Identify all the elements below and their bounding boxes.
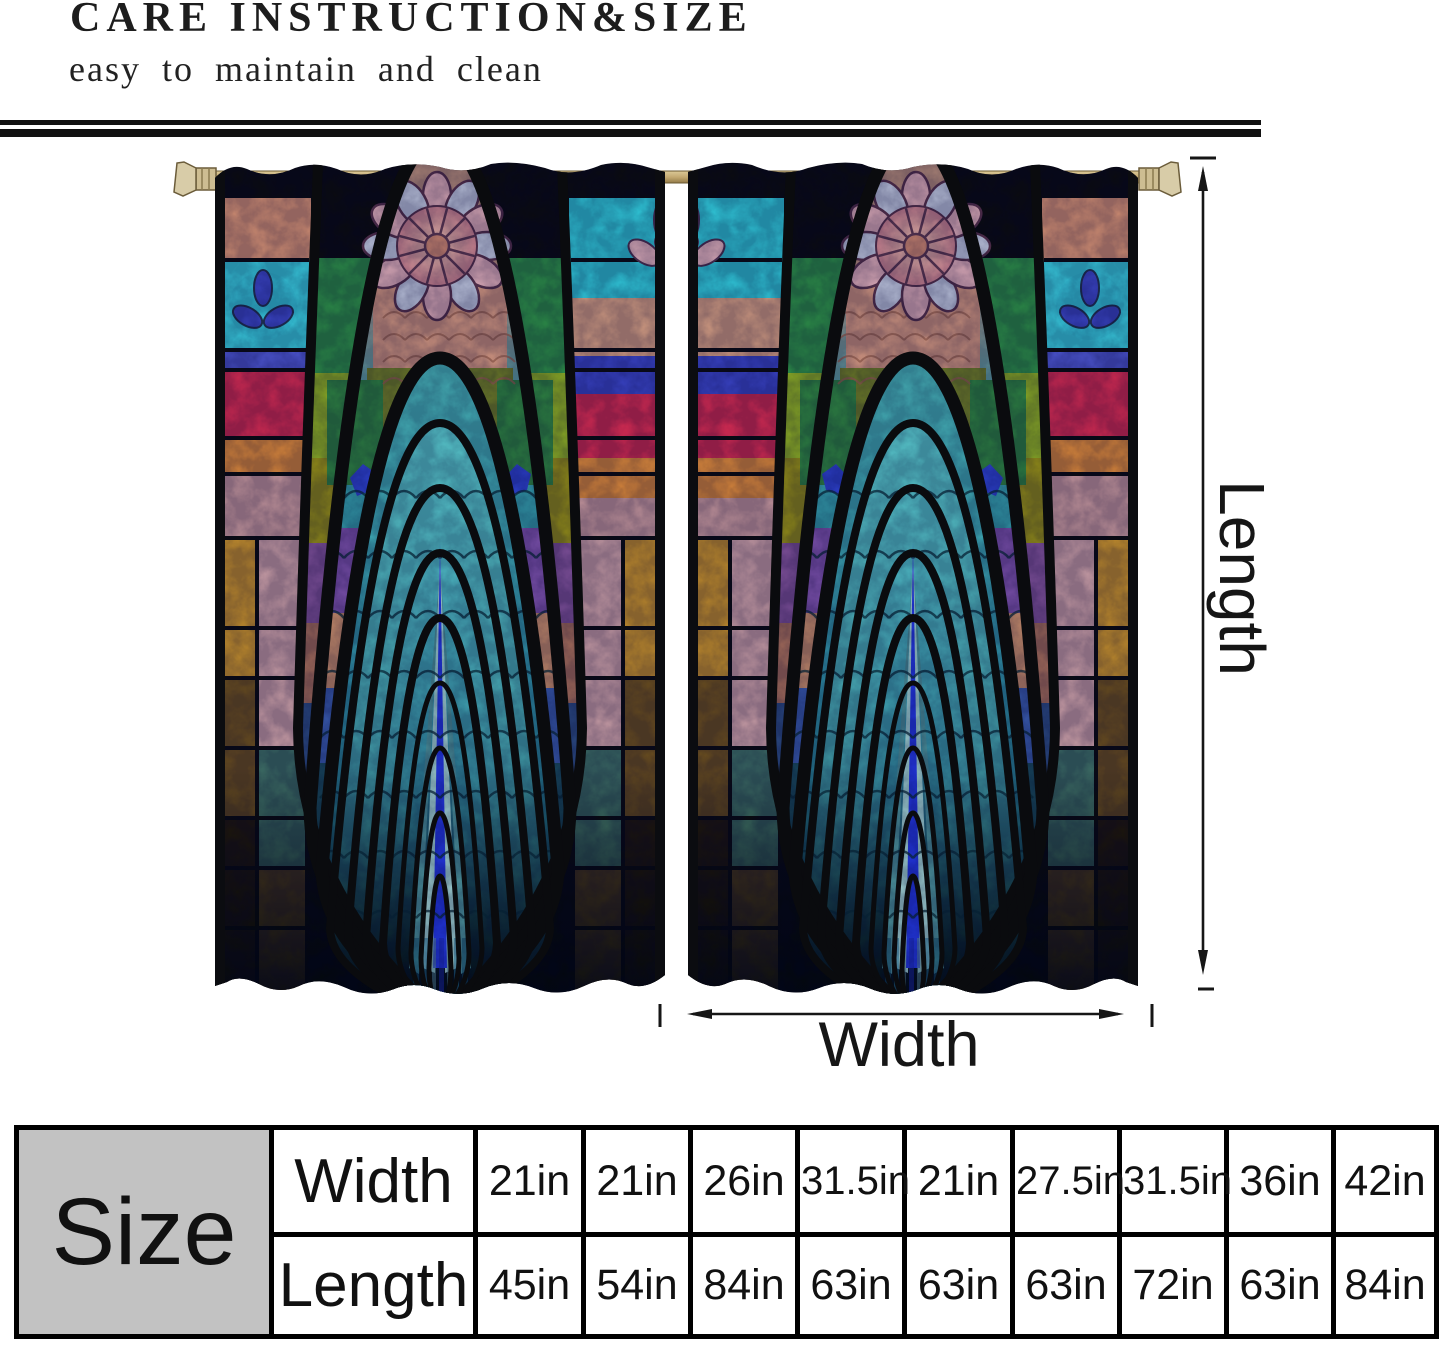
svg-text:Length: Length — [1206, 480, 1278, 676]
svg-text:Width: Width — [818, 1010, 979, 1080]
